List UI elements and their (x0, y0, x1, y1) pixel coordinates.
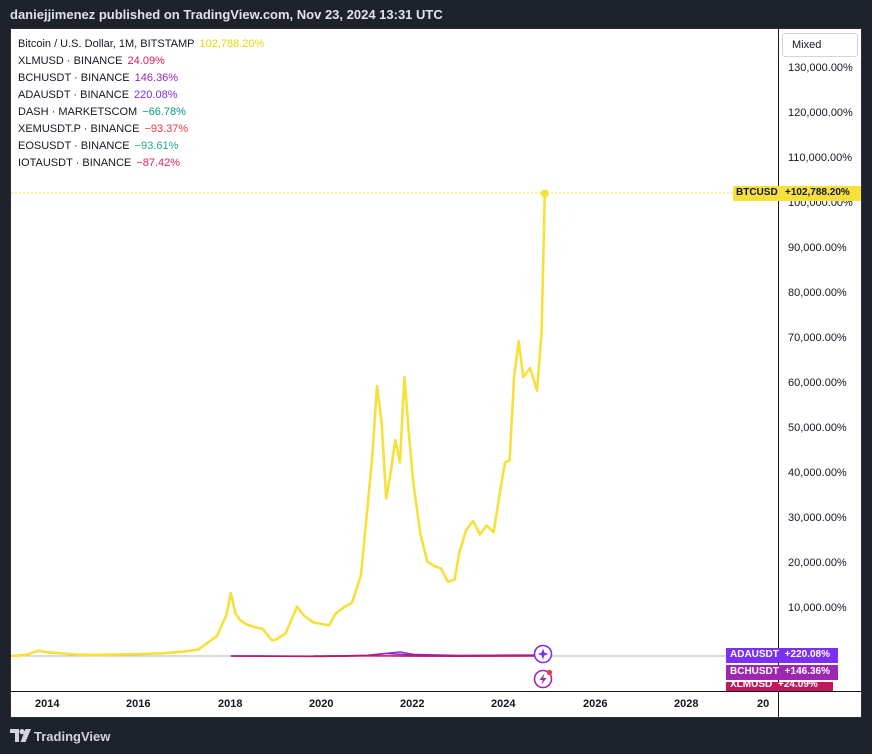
legend-label: EOSUSDT · BINANCE (18, 140, 130, 152)
xlm-badge-name: XLMUSD (730, 682, 773, 690)
xlm-price-badge: XLMUSD +24.09% (726, 682, 833, 691)
published-info: daniejjimenez published on TradingView.c… (10, 7, 443, 22)
alert-bolt-icon[interactable] (533, 669, 553, 689)
bch-badge-name: BCHUSDT (730, 666, 779, 677)
legend-row[interactable]: BCHUSDT · BINANCE 146.36% (18, 70, 264, 87)
price-tick-label: 60,000.00% (788, 377, 847, 389)
price-tick-label: 40,000.00% (788, 467, 847, 479)
legend-value: 220.08% (134, 89, 178, 101)
btc-last-point-marker (540, 189, 549, 198)
legend-value: −87.42% (136, 157, 181, 169)
time-tick-label: 2016 (126, 698, 151, 710)
legend: Bitcoin / U.S. Dollar, 1M, BITSTAMP 102,7… (18, 36, 264, 172)
legend-label: XEMUSDT.P · BINANCE (18, 123, 140, 135)
price-tick-label: 10,000.00% (788, 602, 847, 614)
time-axis-border (11, 691, 861, 692)
price-tick-label: 50,000.00% (788, 422, 847, 434)
series-line-0[interactable] (11, 193, 547, 658)
price-tick-label: 80,000.00% (788, 287, 847, 299)
price-tick-label: 110,000.00% (788, 152, 853, 164)
legend-row[interactable]: ADAUSDT · BINANCE 220.08% (18, 87, 264, 104)
series-line-3[interactable] (230, 654, 545, 658)
legend-value: −93.61% (134, 140, 179, 152)
ada-badge-name: ADAUSDT (730, 649, 779, 660)
legend-value: 24.09% (127, 55, 165, 67)
legend-value: 146.36% (134, 72, 179, 84)
price-tick-label: 90,000.00% (788, 242, 847, 254)
price-axis-border (778, 29, 779, 717)
legend-label: Bitcoin / U.S. Dollar, 1M, BITSTAMP (18, 38, 195, 50)
legend-row[interactable]: DASH · MARKETSCOM −66.78% (18, 104, 264, 121)
tradingview-logo-icon[interactable] (10, 729, 31, 743)
legend-value: −93.37% (144, 123, 189, 135)
time-tick-label: 2020 (309, 698, 334, 710)
price-tick-label: 130,000.00% (788, 62, 853, 74)
ada-price-badge: ADAUSDT +220.08% (726, 648, 838, 663)
time-tick-label: 2022 (400, 698, 425, 710)
tradingview-brand[interactable]: TradingView (34, 729, 111, 744)
legend-value: 102,788.20% (199, 38, 265, 50)
legend-label: BCHUSDT · BINANCE (18, 72, 130, 84)
legend-row[interactable]: XLMUSD · BINANCE 24.09% (18, 53, 264, 70)
series-layer (11, 189, 549, 658)
publish-header: daniejjimenez published on TradingView.c… (0, 0, 872, 28)
legend-row[interactable]: EOSUSDT · BINANCE −93.61% (18, 138, 264, 155)
btc-badge-value: +102,788.20% (785, 187, 850, 198)
xlm-badge-value: +24.09% (778, 682, 818, 690)
ada-badge-value: +220.08% (784, 649, 830, 660)
footer: TradingView (0, 718, 872, 754)
bch-badge-value: +146.36% (784, 666, 830, 677)
time-tick-label: 2024 (491, 698, 516, 710)
legend-label: XLMUSD · BINANCE (18, 55, 123, 67)
price-tick-label: 70,000.00% (788, 332, 847, 344)
legend-row[interactable]: Bitcoin / U.S. Dollar, 1M, BITSTAMP 102,7… (18, 36, 264, 53)
price-tick-label: 20,000.00% (788, 557, 847, 569)
chart-pane[interactable]: Bitcoin / U.S. Dollar, 1M, BITSTAMP 102,7… (10, 28, 862, 718)
legend-row[interactable]: XEMUSDT.P · BINANCE −93.37% (18, 121, 264, 138)
legend-value: −66.78% (142, 106, 186, 118)
ai-assist-icon[interactable] (533, 644, 553, 664)
legend-label: DASH · MARKETSCOM (18, 106, 138, 118)
time-tick-label: 2018 (218, 698, 243, 710)
time-tick-label: 2026 (583, 698, 608, 710)
time-tick-label: 2014 (35, 698, 60, 710)
price-tick-label: 120,000.00% (788, 107, 853, 119)
legend-label: ADAUSDT · BINANCE (18, 89, 130, 101)
time-tick-label: 2028 (674, 698, 699, 710)
chart-svg[interactable] (11, 29, 862, 718)
bch-price-badge: BCHUSDT +146.36% (726, 665, 838, 680)
time-tick-label: 20 (757, 698, 770, 710)
btc-price-badge: BTCUSD +102,788.20% (733, 186, 861, 201)
legend-row[interactable]: IOTAUSDT · BINANCE −87.42% (18, 155, 264, 172)
btc-badge-name: BTCUSD (736, 187, 778, 198)
price-tick-label: 30,000.00% (788, 512, 847, 524)
scale-mode-button[interactable]: Mixed (782, 33, 858, 57)
legend-label: IOTAUSDT · BINANCE (18, 157, 132, 169)
